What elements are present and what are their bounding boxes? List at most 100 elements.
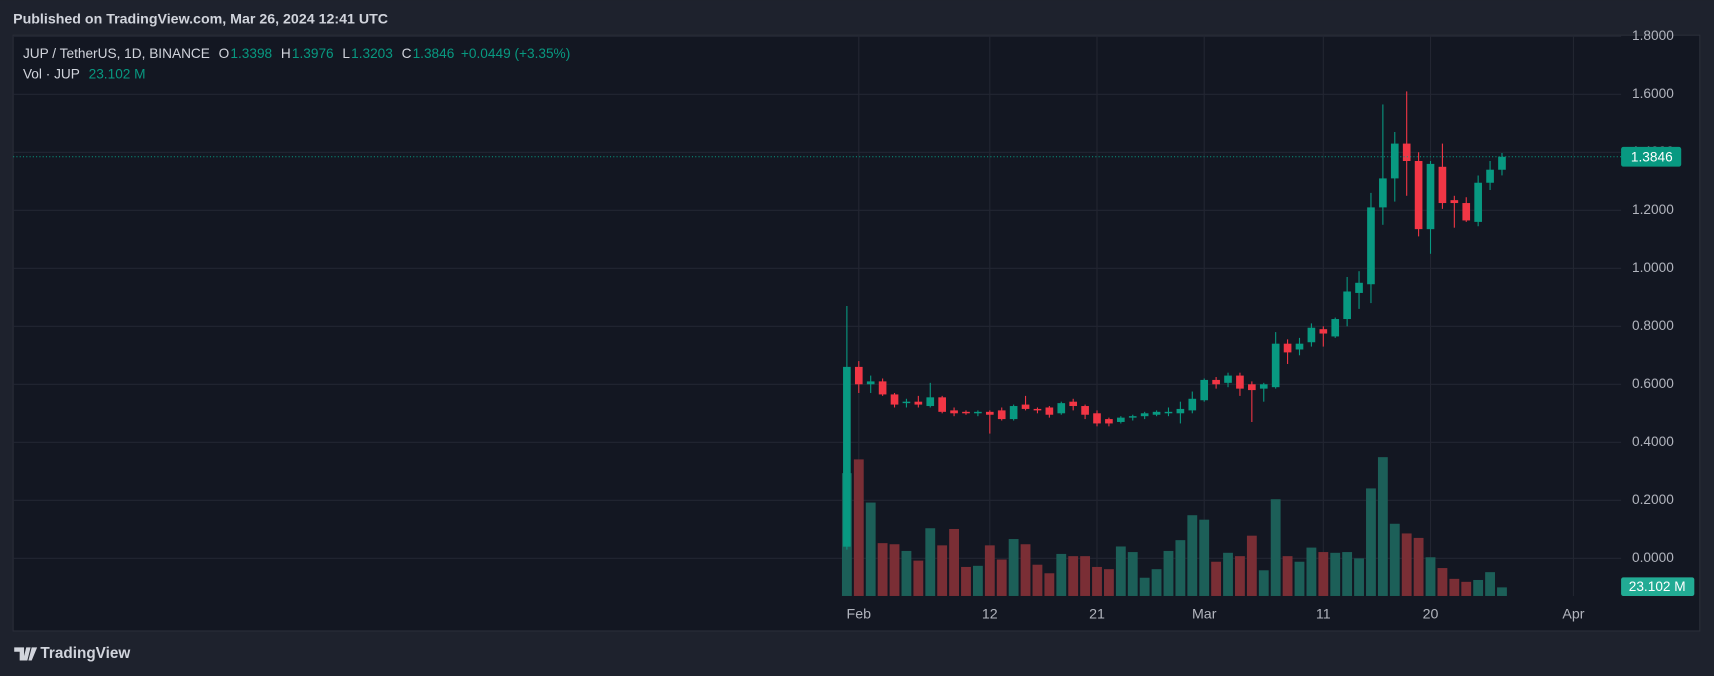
candle-body — [997, 410, 1006, 420]
ohlc-value: 1.3846 — [413, 45, 455, 60]
y-tick-label: 0.2000 — [1632, 492, 1674, 507]
volume-bar — [1103, 569, 1114, 596]
volume-bar — [1473, 579, 1484, 596]
ohlc-label: H — [281, 45, 291, 60]
y-tick-label: 0.4000 — [1632, 434, 1674, 449]
x-tick-label: 12 — [982, 606, 998, 622]
candle-body — [974, 411, 982, 414]
candle-body — [843, 366, 851, 547]
candle-body — [1307, 327, 1316, 343]
brand: TradingView — [40, 645, 130, 662]
volume-bar — [1461, 581, 1472, 596]
candle-body — [914, 401, 923, 405]
volume-value: 23.102 M — [89, 66, 146, 81]
logo — [14, 647, 38, 661]
candle-body — [1117, 417, 1125, 422]
ohlc-label: O — [219, 45, 230, 60]
ohlc-value: 1.3398 — [230, 45, 272, 60]
volume-bar — [877, 543, 888, 596]
candle-body — [1248, 384, 1256, 391]
volume-bar — [1354, 558, 1364, 596]
x-tick-label: Feb — [847, 606, 872, 622]
volume-bar — [1389, 523, 1400, 596]
volume-bar — [984, 545, 995, 596]
candle-body — [1486, 169, 1494, 183]
volume-bar — [1294, 561, 1305, 596]
volume-bar — [1485, 572, 1495, 596]
ohlc-label: C — [402, 45, 412, 60]
volume-bar — [972, 565, 983, 596]
candle-body — [1343, 291, 1351, 320]
volume-bar — [1425, 557, 1436, 596]
y-tick-label: 1.0000 — [1632, 260, 1674, 275]
candle-body — [1212, 379, 1220, 385]
candle-body — [890, 394, 899, 405]
y-tick-label: 0.8000 — [1632, 318, 1674, 333]
volume-bar — [1449, 578, 1460, 596]
candle-body — [1402, 143, 1411, 161]
candle-body — [1140, 413, 1149, 417]
volume-bar — [1330, 552, 1341, 596]
last-volume-box — [1621, 577, 1695, 596]
volume-bar — [865, 502, 876, 596]
candle-body — [1319, 329, 1328, 334]
candle-body — [1105, 419, 1113, 424]
volume-bar — [1115, 546, 1126, 596]
volume-bar — [1080, 556, 1091, 596]
candle-body — [1188, 398, 1197, 411]
candle-body — [1081, 406, 1089, 415]
candle-body — [866, 381, 875, 385]
volume-bar — [1413, 537, 1424, 596]
y-tick-label: 0.0000 — [1632, 550, 1674, 565]
volume-bar — [949, 528, 959, 596]
volume-bar — [1056, 553, 1067, 596]
volume-bar — [1187, 515, 1198, 596]
volume-name: Vol · JUP — [23, 66, 80, 81]
candle-body — [1498, 156, 1506, 170]
volume-bar — [1377, 457, 1388, 596]
volume-bar — [1223, 552, 1233, 596]
candle-body — [1057, 403, 1066, 414]
candle-body — [1450, 200, 1459, 204]
volume-bar — [1151, 569, 1162, 596]
candle-body — [1474, 182, 1482, 222]
volume-bar — [996, 559, 1007, 596]
x-tick-label: 11 — [1316, 606, 1331, 622]
ohlc-value: 1.3203 — [351, 45, 393, 60]
candle-body — [1414, 160, 1423, 230]
ohlc-value: 1.3976 — [292, 45, 334, 60]
volume-bar — [889, 544, 900, 596]
candle-body — [1295, 343, 1304, 350]
volume-bar — [1366, 488, 1376, 596]
volume-bar — [1306, 547, 1317, 596]
volume-bar — [937, 545, 948, 596]
last-price-label: 1.3846 — [1631, 149, 1673, 164]
volume-bar — [1175, 540, 1186, 596]
candle-body — [1271, 343, 1280, 388]
volume-bar — [1020, 544, 1031, 596]
y-tick-label: 1.2000 — [1632, 202, 1674, 217]
change: +0.0449 (+3.35%) — [461, 45, 570, 60]
volume-legend: Vol · JUP 23.102 M — [23, 66, 146, 81]
volume-bar — [1139, 577, 1150, 596]
legend: JUP / TetherUS, 1D, BINANCE O1.3398 H1.397… — [23, 45, 570, 60]
volume-bar — [1270, 499, 1281, 596]
volume-bar — [1235, 556, 1245, 596]
candle-body — [1236, 375, 1244, 389]
logo-mark — [14, 647, 38, 661]
volume-bar — [1127, 552, 1138, 596]
volume-bar — [1437, 568, 1448, 596]
y-tick-label: 0.6000 — [1632, 376, 1674, 391]
volume-bar — [853, 459, 864, 596]
volume-bar — [1199, 519, 1210, 596]
volume-bar — [901, 550, 912, 596]
ohlc-label: L — [342, 45, 350, 60]
last-price-box — [1621, 146, 1682, 167]
volume-bar — [1211, 561, 1222, 596]
volume-bar — [913, 560, 924, 596]
y-tick-label: 1.8000 — [1632, 28, 1674, 43]
candle-body — [1093, 413, 1101, 424]
volume-bar — [1318, 552, 1329, 596]
